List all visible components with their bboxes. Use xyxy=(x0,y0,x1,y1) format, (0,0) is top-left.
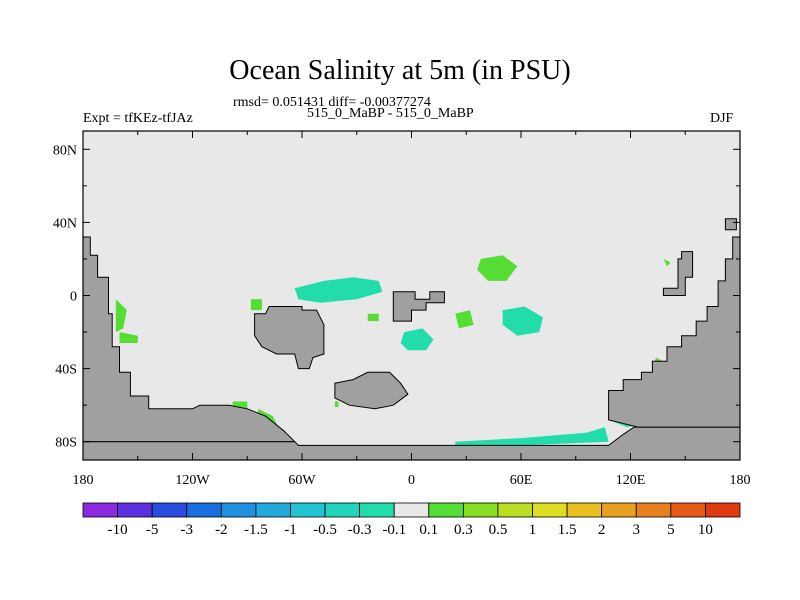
colorbar-swatch xyxy=(255,502,291,518)
colorbar-swatch xyxy=(186,502,222,518)
anomaly-region-positive-12 xyxy=(455,310,474,329)
colorbar-label: 0.5 xyxy=(489,522,508,538)
colorbar-swatch xyxy=(532,502,568,518)
colorbar-label: 1 xyxy=(529,522,537,538)
x-tick-label: 120W xyxy=(175,473,210,488)
experiment-label: Expt = tfKEz-tfJAz xyxy=(83,111,193,126)
x-tick-label: 180 xyxy=(73,473,94,488)
colorbar-swatch xyxy=(117,502,153,518)
land-continent-a xyxy=(254,306,325,370)
colorbar-swatch xyxy=(359,502,395,518)
colorbar-label: -1 xyxy=(284,522,297,538)
land-continent-b xyxy=(392,291,445,322)
land-east-edge xyxy=(608,236,741,428)
anomaly-region-positive-11 xyxy=(250,299,262,311)
colorbar-swatch xyxy=(324,502,361,518)
colorbar-label: -0.1 xyxy=(382,522,406,538)
colorbar-swatch xyxy=(601,502,637,518)
axis-ticks: 180 120W 60W 0 60E 120E 180 80N 40N 0 40S 80S xyxy=(53,131,751,488)
colorbar-swatch xyxy=(670,502,706,518)
x-tick-label: 180 xyxy=(730,473,751,488)
anomaly-region-positive-6 xyxy=(477,255,518,281)
anomaly-region-positive-8 xyxy=(119,332,138,343)
land-continent-c xyxy=(334,371,409,410)
colorbar-swatch xyxy=(497,502,533,518)
colorbar-label: -1.5 xyxy=(244,522,268,538)
y-tick-label: 40S xyxy=(55,363,77,378)
anomaly-region-positive-13 xyxy=(367,313,379,322)
x-tick-label: 0 xyxy=(408,473,415,488)
x-tick-label: 60E xyxy=(510,473,533,488)
season-label: DJF xyxy=(710,111,734,126)
map-title: Ocean Salinity at 5m (in PSU) xyxy=(229,55,571,86)
colorbar-swatch xyxy=(151,502,188,518)
colorbar-swatch xyxy=(462,502,499,518)
colorbar-label: 5 xyxy=(667,522,675,538)
x-tick-label: 120E xyxy=(616,473,646,488)
colorbar-swatch xyxy=(635,502,672,518)
colorbar-swatch xyxy=(705,502,741,518)
colorbar-label: -10 xyxy=(108,522,128,538)
land-layer xyxy=(82,218,741,461)
y-tick-label: 0 xyxy=(70,290,77,305)
colorbar-label: 10 xyxy=(698,522,713,538)
anomaly-region-negative-1 xyxy=(502,306,543,336)
land-east-island xyxy=(724,218,737,231)
stats-label: rmsd= 0.051431 diff= -0.00377274 xyxy=(233,95,431,110)
colorbar-label: 2 xyxy=(598,522,606,538)
colorbar-swatch xyxy=(428,502,464,518)
colorbar-swatch xyxy=(290,502,326,518)
x-tick-label: 60W xyxy=(288,473,316,488)
anomaly-region-negative-3 xyxy=(455,427,609,446)
anomaly-layer xyxy=(115,255,671,446)
colorbar-label: -0.5 xyxy=(313,522,337,538)
colorbar-swatch xyxy=(393,502,430,518)
colorbar-label: -0.3 xyxy=(348,522,372,538)
colorbar-label: 0.1 xyxy=(419,522,438,538)
colorbar-swatch xyxy=(566,502,603,518)
anomaly-region-negative-2 xyxy=(400,328,434,351)
anomaly-region-negative-0 xyxy=(294,277,383,303)
colorbar-label: 1.5 xyxy=(558,522,577,538)
colorbar-label: 3 xyxy=(633,522,641,538)
land-east-pacific-arc xyxy=(662,251,694,296)
anomaly-region-positive-7 xyxy=(115,299,127,333)
colorbar-label: -3 xyxy=(180,522,193,538)
colorbar-label: -5 xyxy=(146,522,159,538)
y-tick-label: 80S xyxy=(55,436,77,451)
colorbar-label: -2 xyxy=(215,522,228,538)
anomaly-region-positive-16 xyxy=(663,258,671,267)
colorbar-swatch xyxy=(82,502,118,518)
case-label: 515_0_MaBP - 515_0_MaBP xyxy=(307,106,474,121)
colorbar-label: 0.3 xyxy=(454,522,473,538)
land-west-edge xyxy=(82,236,296,443)
anomaly-region-positive-17 xyxy=(334,401,339,407)
y-tick-label: 80N xyxy=(53,143,77,158)
colorbar: -10 -5 -3 -2 -1.5 -1 -0.5 -0.3 -0.1 0.1 0.3 0.5 1 1.5… xyxy=(82,502,741,538)
y-tick-label: 40N xyxy=(53,216,77,231)
colorbar-swatch xyxy=(220,502,257,518)
